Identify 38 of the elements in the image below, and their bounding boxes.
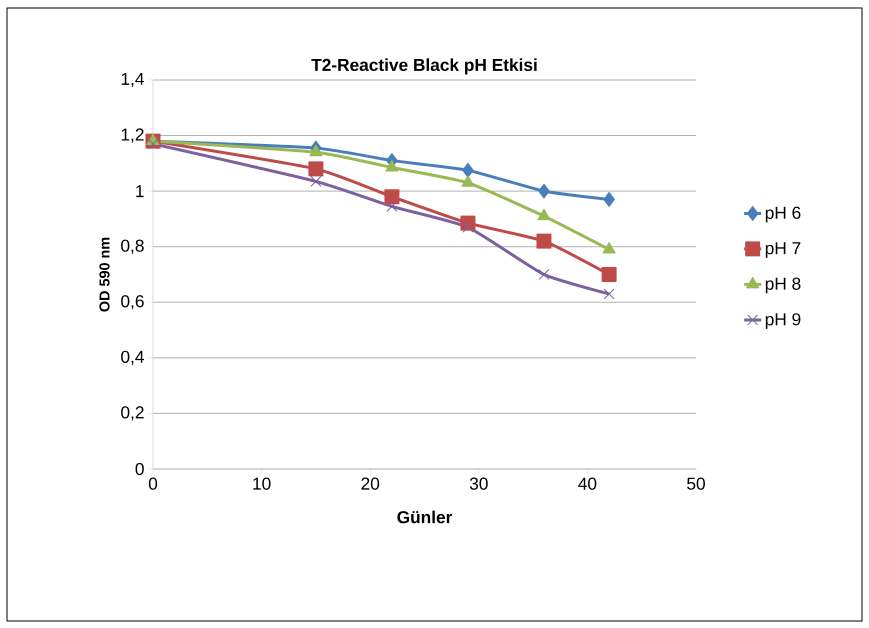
point [538, 184, 550, 199]
point [310, 176, 322, 187]
y-tick-label: 1 [136, 185, 144, 198]
y-tick-label: 0,4 [121, 350, 144, 365]
y-tick-label: 0,6 [121, 295, 144, 310]
x-axis-title: Günler [397, 510, 452, 524]
point [462, 222, 474, 233]
point [386, 200, 398, 212]
legend-label: pH 8 [766, 278, 800, 294]
legend-label: pH 6 [766, 206, 800, 222]
y-tick-label: 1,4 [122, 72, 144, 88]
point [604, 288, 615, 300]
point [462, 162, 474, 178]
point [537, 208, 551, 220]
point [385, 160, 398, 172]
point [148, 138, 158, 150]
point [461, 175, 475, 187]
legend-label: pH 9 [766, 313, 800, 329]
x-tick-label: 40 [578, 478, 596, 490]
y-tick-label: 1,2 [122, 128, 144, 143]
x-tick-label: 50 [687, 478, 705, 490]
y-tick-label: 0,8 [121, 240, 144, 254]
y-tick-label: 0,2 [121, 406, 144, 421]
point [308, 161, 324, 176]
x-tick-label: 20 [361, 478, 380, 490]
x-tick-label: 30 [470, 478, 488, 490]
chart-title: T2-Reactive Black pH Etkisi [311, 58, 537, 74]
point [536, 234, 552, 249]
point [309, 144, 322, 156]
x-tick-label: 0 [148, 478, 158, 490]
point [384, 189, 400, 204]
point [603, 192, 615, 207]
y-axis-title: OD 590 nm [99, 238, 110, 312]
point [538, 269, 550, 280]
point [602, 266, 617, 282]
y-tick-label: 0 [136, 462, 144, 476]
x-tick-label: 10 [253, 478, 271, 490]
legend-label: pH 7 [766, 242, 800, 258]
